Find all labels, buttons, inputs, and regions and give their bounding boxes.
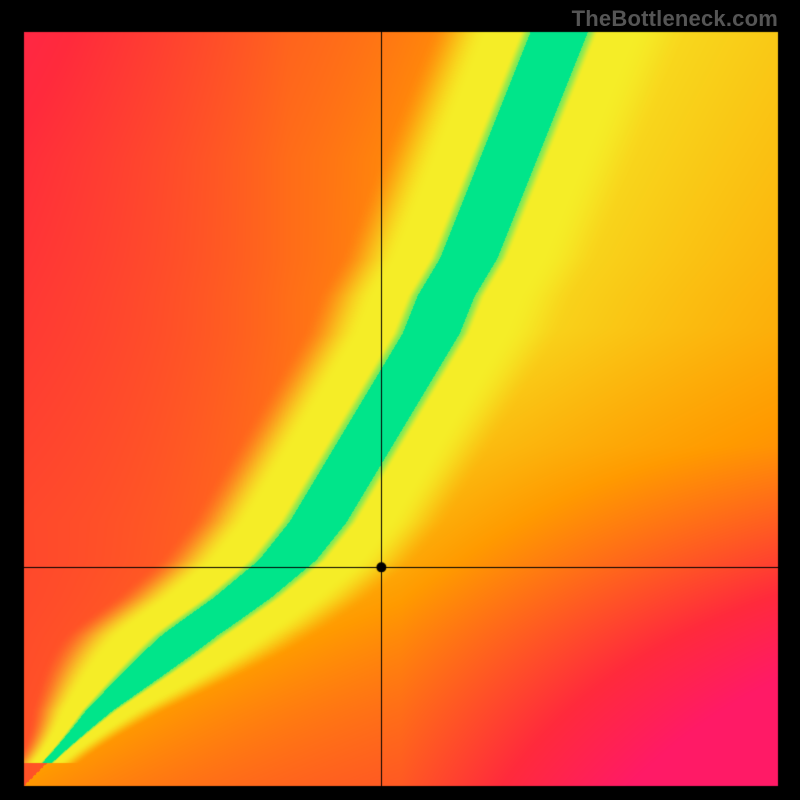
watermark-text: TheBottleneck.com (572, 6, 778, 32)
bottleneck-heatmap (0, 0, 800, 800)
